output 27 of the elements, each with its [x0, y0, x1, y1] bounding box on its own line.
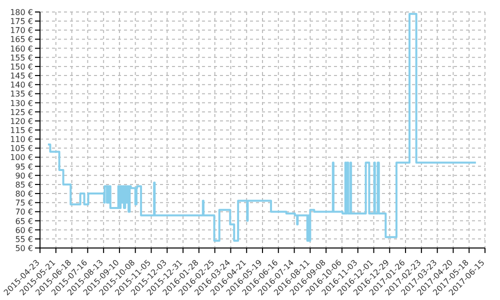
y-tick-label: 115 €	[10, 126, 33, 135]
y-tick-label: 95 €	[15, 162, 33, 172]
y-tick-label: 55 €	[15, 234, 33, 244]
y-tick-label: 125 €	[10, 108, 33, 117]
y-tick-label: 100 €	[10, 153, 33, 162]
y-tick-label: 90 €	[15, 171, 33, 180]
y-tick-label: 170 €	[10, 26, 33, 36]
y-tick-label: 160 €	[10, 44, 33, 54]
y-tick-label: 175 €	[10, 17, 33, 26]
y-tick-label: 65 €	[15, 216, 33, 226]
y-tick-label: 140 €	[10, 80, 33, 90]
y-tick-label: 135 €	[10, 90, 33, 99]
y-tick-label: 165 €	[10, 35, 33, 44]
y-tick-label: 155 €	[10, 53, 33, 62]
y-tick-label: 145 €	[10, 72, 33, 81]
y-tick-label: 70 €	[15, 208, 33, 217]
y-tick-label: 120 €	[10, 116, 33, 126]
y-tick-label: 50 €	[15, 244, 33, 253]
y-tick-label: 60 €	[15, 226, 33, 235]
y-tick-label: 80 €	[15, 190, 33, 199]
y-tick-label: 130 €	[10, 98, 33, 108]
y-tick-label: 150 €	[10, 62, 33, 72]
y-tick-label: 75 €	[15, 198, 33, 208]
y-tick-label: 85 €	[15, 180, 33, 190]
y-tick-label: 105 €	[10, 144, 33, 154]
y-tick-label: 180 €	[10, 8, 33, 17]
y-tick-label: 110 €	[10, 135, 33, 144]
